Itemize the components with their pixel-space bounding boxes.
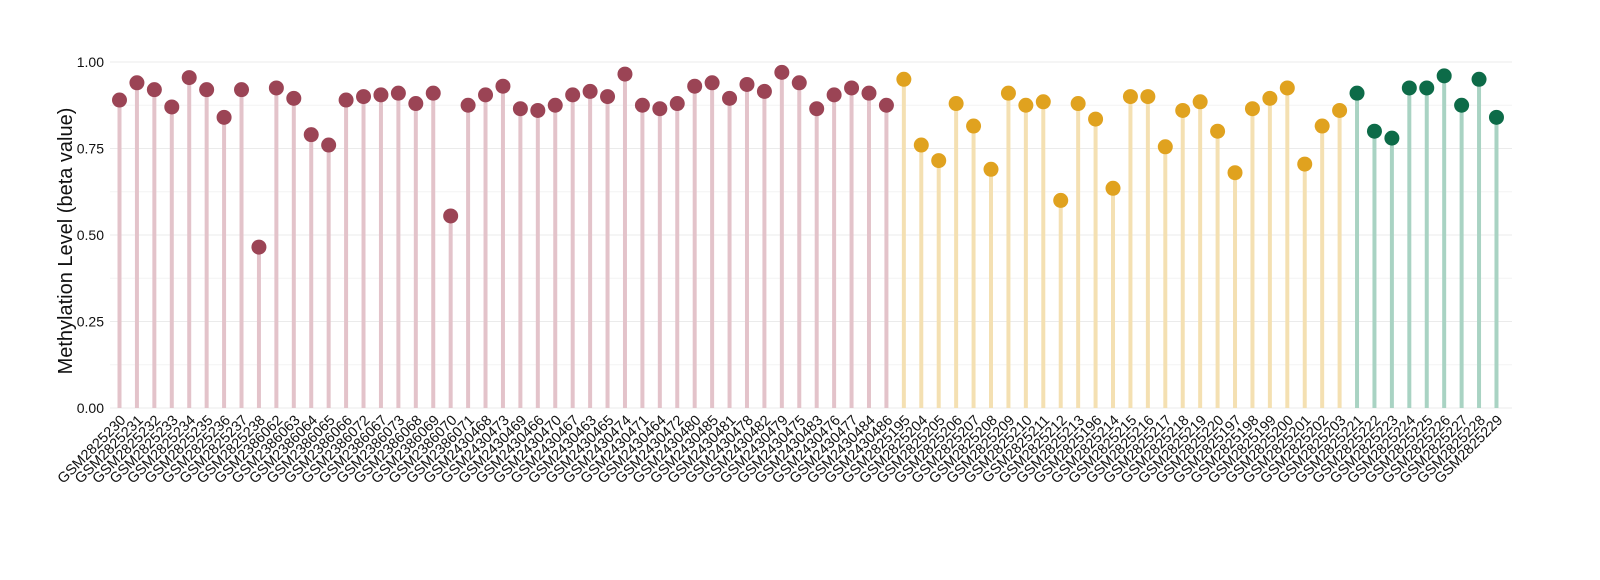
data-point xyxy=(1419,80,1435,96)
data-point xyxy=(1210,123,1226,139)
data-point xyxy=(1401,80,1417,96)
data-point xyxy=(164,99,180,115)
data-point xyxy=(251,239,267,255)
y-tick-label: 0.00 xyxy=(77,400,104,416)
data-point xyxy=(112,92,127,108)
x-axis-ticks: GSM2825230GSM2825231GSM2825232GSM2825233… xyxy=(55,413,1507,488)
data-point xyxy=(948,96,964,112)
data-point xyxy=(913,137,929,153)
y-tick-label: 1.00 xyxy=(77,54,104,70)
y-tick-label: 0.75 xyxy=(77,141,104,157)
data-point xyxy=(1070,96,1086,112)
data-point xyxy=(1018,97,1034,113)
data-point xyxy=(1227,165,1243,181)
data-points xyxy=(112,64,1504,255)
data-point xyxy=(199,82,215,98)
data-point xyxy=(722,90,738,106)
data-point xyxy=(844,80,860,96)
data-point xyxy=(1366,123,1382,139)
data-point xyxy=(373,87,389,103)
data-point xyxy=(1053,192,1069,208)
data-point xyxy=(547,97,563,113)
data-point xyxy=(1175,102,1191,118)
data-point xyxy=(617,66,633,82)
data-point xyxy=(495,78,511,94)
data-point xyxy=(739,76,755,92)
data-point xyxy=(826,87,842,103)
data-point xyxy=(408,96,424,112)
data-point xyxy=(809,101,825,117)
data-point xyxy=(356,89,372,105)
data-point xyxy=(321,137,337,153)
data-point xyxy=(1192,94,1208,110)
data-point xyxy=(181,70,197,86)
data-point xyxy=(268,80,284,96)
stems xyxy=(117,72,1499,408)
data-point xyxy=(1314,118,1330,134)
data-point xyxy=(582,83,598,99)
data-point xyxy=(425,85,441,101)
data-point xyxy=(1244,101,1260,117)
data-point xyxy=(478,87,494,103)
data-point xyxy=(565,87,581,103)
data-point xyxy=(1035,94,1051,110)
data-point xyxy=(1436,68,1452,84)
data-point xyxy=(756,83,772,99)
data-point xyxy=(1349,85,1365,101)
data-point xyxy=(129,75,145,91)
data-point xyxy=(774,64,790,80)
data-point xyxy=(861,85,877,101)
data-point xyxy=(338,92,354,108)
data-point xyxy=(966,118,982,134)
data-point xyxy=(443,208,459,224)
data-point xyxy=(1157,139,1173,155)
data-point xyxy=(1488,109,1504,125)
data-point xyxy=(512,101,528,117)
data-point xyxy=(983,161,999,177)
data-point xyxy=(460,97,476,113)
data-point xyxy=(791,75,807,91)
data-point xyxy=(286,90,302,106)
data-point xyxy=(1105,180,1121,196)
data-point xyxy=(530,102,546,118)
data-point xyxy=(687,78,703,94)
y-tick-label: 0.25 xyxy=(77,314,104,330)
data-point xyxy=(1279,80,1295,96)
data-point xyxy=(146,82,162,98)
data-point xyxy=(1297,156,1313,172)
data-point xyxy=(1262,90,1278,106)
data-point xyxy=(216,109,232,125)
data-point xyxy=(600,89,616,105)
data-point xyxy=(1000,85,1016,101)
data-point xyxy=(234,82,250,98)
data-point xyxy=(896,71,912,87)
data-point xyxy=(704,75,720,91)
data-point xyxy=(652,101,668,117)
y-axis-ticks: 0.00 0.25 0.50 0.75 1.00 xyxy=(77,54,104,416)
gridlines xyxy=(110,61,1512,409)
data-point xyxy=(878,97,894,113)
data-point xyxy=(390,85,406,101)
data-point xyxy=(634,97,650,113)
data-point xyxy=(1088,111,1104,127)
data-point xyxy=(669,96,685,112)
y-tick-label: 0.50 xyxy=(77,227,104,243)
data-point xyxy=(931,153,947,169)
data-point xyxy=(1122,89,1138,105)
y-axis-label: Methylation Level (beta value) xyxy=(55,108,77,375)
data-point xyxy=(1384,130,1400,146)
data-point xyxy=(1332,102,1348,118)
data-point xyxy=(303,127,319,143)
data-point xyxy=(1454,97,1470,113)
data-point xyxy=(1140,89,1156,105)
data-point xyxy=(1471,71,1487,87)
